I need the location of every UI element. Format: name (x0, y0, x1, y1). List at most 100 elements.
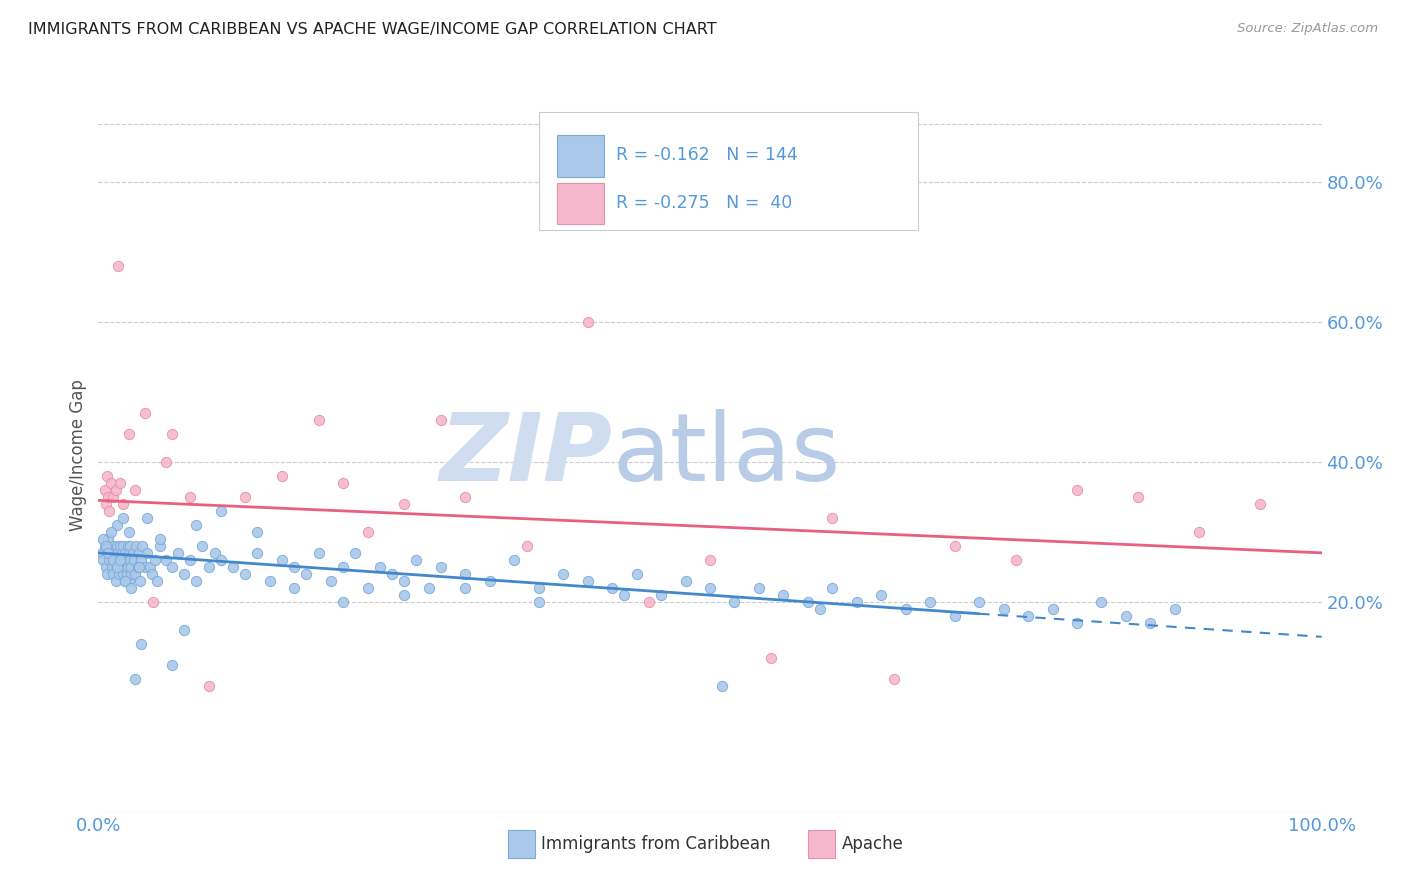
Point (110, 553, 132, 567)
Point (454, 566, 477, 581)
Point (101, 566, 124, 581)
Point (797, 595, 820, 609)
Point (699, 553, 721, 567)
Point (761, 650, 783, 665)
Point (821, 581, 844, 595)
Point (111, 566, 134, 581)
Point (136, 511, 159, 525)
Point (111, 511, 134, 525)
Point (101, 490, 124, 504)
FancyBboxPatch shape (538, 112, 918, 230)
Point (93, 539, 115, 553)
Point (91, 546, 114, 560)
Point (107, 559, 129, 574)
Point (101, 553, 124, 567)
Point (127, 559, 149, 574)
Point (1042, 602, 1064, 616)
Point (553, 566, 575, 581)
Point (112, 559, 135, 574)
Point (894, 602, 917, 616)
Point (110, 559, 132, 574)
Point (748, 581, 770, 595)
Point (209, 504, 232, 518)
Point (186, 574, 208, 588)
Point (344, 546, 367, 560)
Point (129, 553, 152, 567)
Point (120, 566, 142, 581)
Point (112, 553, 135, 567)
Point (638, 595, 661, 609)
Point (105, 517, 128, 532)
Point (149, 532, 172, 546)
Point (613, 588, 636, 602)
Point (186, 517, 208, 532)
Text: ZIP: ZIP (439, 409, 612, 501)
Point (943, 539, 966, 553)
Point (233, 566, 256, 581)
Point (821, 511, 844, 525)
Point (173, 623, 195, 637)
Point (179, 553, 201, 567)
Point (209, 553, 232, 567)
Point (1164, 602, 1187, 616)
Point (454, 581, 477, 595)
Point (125, 539, 148, 553)
FancyBboxPatch shape (557, 136, 603, 177)
Point (405, 553, 427, 567)
Point (110, 475, 132, 490)
Point (993, 602, 1015, 616)
Point (308, 413, 330, 427)
Point (97, 532, 120, 546)
Point (114, 546, 136, 560)
Point (93, 483, 115, 497)
Point (129, 637, 152, 651)
Point (920, 595, 942, 609)
Point (1090, 595, 1112, 609)
Point (104, 574, 127, 588)
Point (1017, 608, 1039, 623)
Point (1188, 524, 1211, 539)
Text: atlas: atlas (612, 409, 841, 501)
Point (1066, 615, 1088, 630)
Point (131, 539, 153, 553)
Point (96, 566, 118, 581)
Point (381, 566, 404, 581)
Point (141, 566, 163, 581)
Point (114, 574, 136, 588)
Point (134, 406, 156, 420)
Point (94, 497, 117, 511)
Point (91, 532, 114, 546)
Point (120, 553, 142, 567)
Point (173, 566, 195, 581)
Point (118, 426, 141, 441)
Point (105, 559, 128, 574)
Point (1128, 490, 1150, 504)
Point (283, 559, 305, 574)
Point (295, 566, 318, 581)
Text: R = -0.275   N =  40: R = -0.275 N = 40 (616, 194, 792, 212)
Point (105, 553, 128, 567)
Point (454, 490, 477, 504)
Point (134, 559, 156, 574)
Point (111, 553, 134, 567)
Point (139, 559, 162, 574)
Point (1249, 497, 1271, 511)
Point (699, 581, 721, 595)
Point (107, 259, 129, 273)
Point (120, 581, 142, 595)
Point (197, 559, 219, 574)
Point (246, 546, 269, 560)
Point (108, 566, 131, 581)
Point (98, 553, 121, 567)
Point (91, 553, 114, 567)
Point (283, 581, 305, 595)
Point (104, 546, 127, 560)
Point (308, 546, 330, 560)
Point (626, 566, 648, 581)
Point (105, 539, 128, 553)
Point (160, 426, 183, 441)
Point (1115, 608, 1137, 623)
Point (160, 559, 183, 574)
Point (723, 595, 745, 609)
Point (117, 559, 139, 574)
